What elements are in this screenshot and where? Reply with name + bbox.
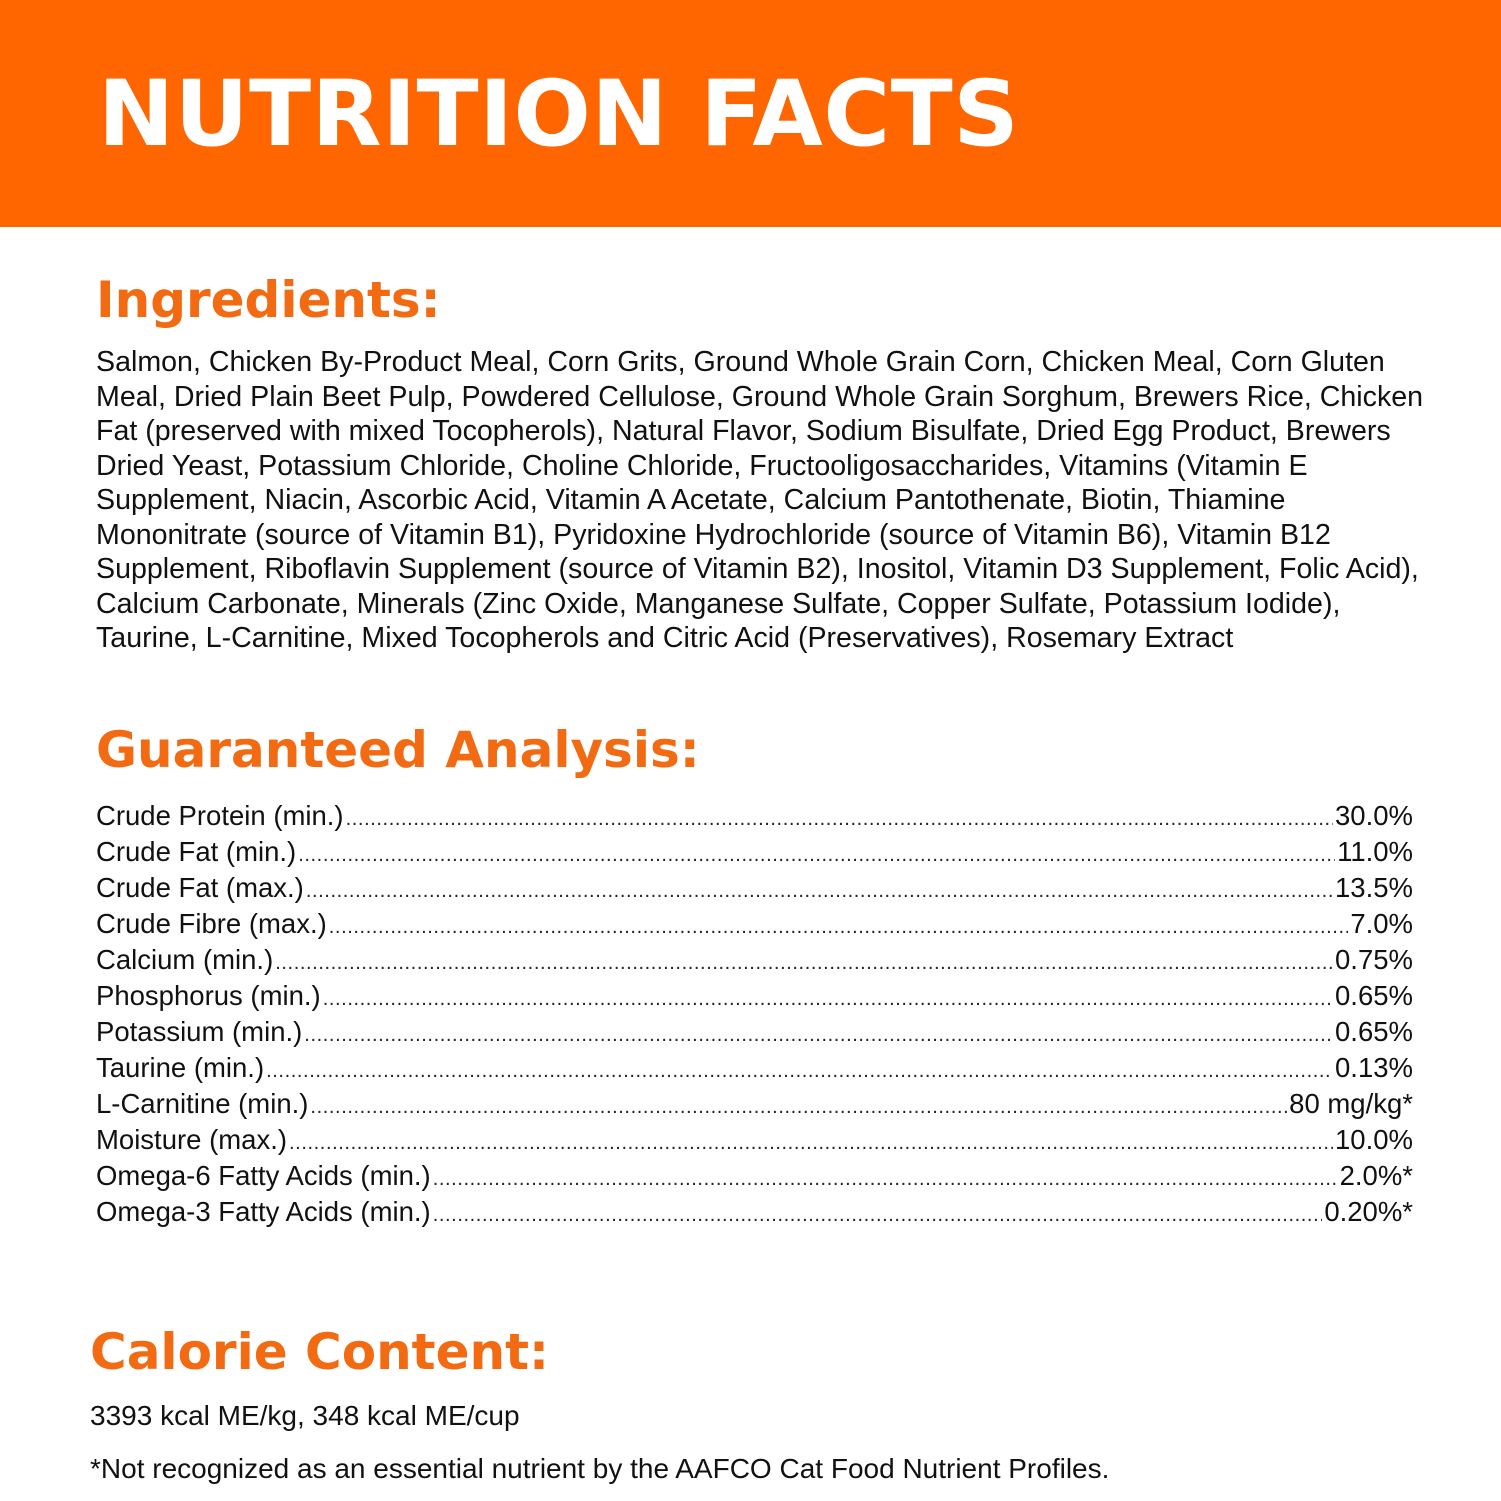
ingredients-text: Salmon, Chicken By-Product Meal, Corn Gr… [96,346,1424,654]
dot-leader [304,1017,1333,1050]
analysis-label: Crude Fat (min.) [96,836,297,867]
analysis-label: L-Carnitine (min.) [96,1088,309,1119]
analysis-label: Omega-6 Fatty Acids (min.) [96,1160,431,1191]
analysis-label: Calcium (min.) [96,944,274,975]
analysis-row-omega-6-min: Omega-6 Fatty Acids (min.) 2.0%* [96,1158,1413,1194]
guaranteed-analysis-list: Crude Protein (min.) 30.0% Crude Fat (min… [96,798,1413,1230]
dot-leader [275,945,1333,978]
analysis-row-l-carnitine-min: L-Carnitine (min.) 80 mg/kg* [96,1086,1413,1122]
analysis-row-taurine-min: Taurine (min.) 0.13% [96,1050,1413,1086]
analysis-label: Omega-3 Fatty Acids (min.) [96,1196,431,1227]
page-title: NUTRITION FACTS [98,62,1020,167]
calorie-content-heading: Calorie Content: [90,1323,549,1381]
analysis-value: 0.65% [1335,980,1413,1011]
analysis-value: 7.0% [1350,908,1413,939]
analysis-row-crude-protein-min: Crude Protein (min.) 30.0% [96,798,1413,834]
analysis-label: Crude Protein (min.) [96,800,344,831]
dot-leader [289,1125,1333,1158]
analysis-row-omega-3-min: Omega-3 Fatty Acids (min.) 0.20%* [96,1194,1413,1230]
analysis-value: 80 mg/kg* [1289,1088,1413,1119]
analysis-value: 30.0% [1335,800,1413,831]
analysis-row-crude-fat-max: Crude Fat (max.) 13.5% [96,870,1413,906]
analysis-row-potassium-min: Potassium (min.) 0.65% [96,1014,1413,1050]
analysis-row-crude-fibre-max: Crude Fibre (max.) 7.0% [96,906,1413,942]
analysis-value: 0.13% [1335,1052,1413,1083]
analysis-value: 0.20%* [1324,1196,1413,1227]
dot-leader [329,909,1349,942]
dot-leader [298,837,1335,870]
dot-leader [306,873,1333,906]
dot-leader [266,1053,1333,1086]
analysis-value: 10.0% [1335,1124,1413,1155]
analysis-value: 0.75% [1335,944,1413,975]
calorie-content-text: 3393 kcal ME/kg, 348 kcal ME/cup [90,1400,520,1431]
analysis-value: 0.65% [1335,1016,1413,1047]
analysis-row-moisture-max: Moisture (max.) 10.0% [96,1122,1413,1158]
ingredients-heading: Ingredients: [96,271,441,329]
analysis-row-phosphorus-min: Phosphorus (min.) 0.65% [96,978,1413,1014]
analysis-row-calcium-min: Calcium (min.) 0.75% [96,942,1413,978]
analysis-label: Phosphorus (min.) [96,980,321,1011]
analysis-value: 13.5% [1335,872,1413,903]
dot-leader [346,801,1333,834]
analysis-label: Moisture (max.) [96,1124,287,1155]
guaranteed-analysis-heading: Guaranteed Analysis: [96,721,700,779]
analysis-row-crude-fat-min: Crude Fat (min.) 11.0% [96,834,1413,870]
dot-leader [310,1089,1287,1122]
analysis-label: Crude Fat (max.) [96,872,304,903]
header-banner: NUTRITION FACTS [0,0,1501,227]
analysis-label: Taurine (min.) [96,1052,265,1083]
dot-leader [433,1197,1323,1230]
analysis-value: 11.0% [1337,836,1413,867]
analysis-value: 2.0%* [1339,1160,1413,1191]
dot-leader [433,1161,1338,1194]
analysis-label: Crude Fibre (max.) [96,908,327,939]
dot-leader [323,981,1333,1014]
analysis-label: Potassium (min.) [96,1016,303,1047]
footnote: *Not recognized as an essential nutrient… [90,1453,1110,1484]
